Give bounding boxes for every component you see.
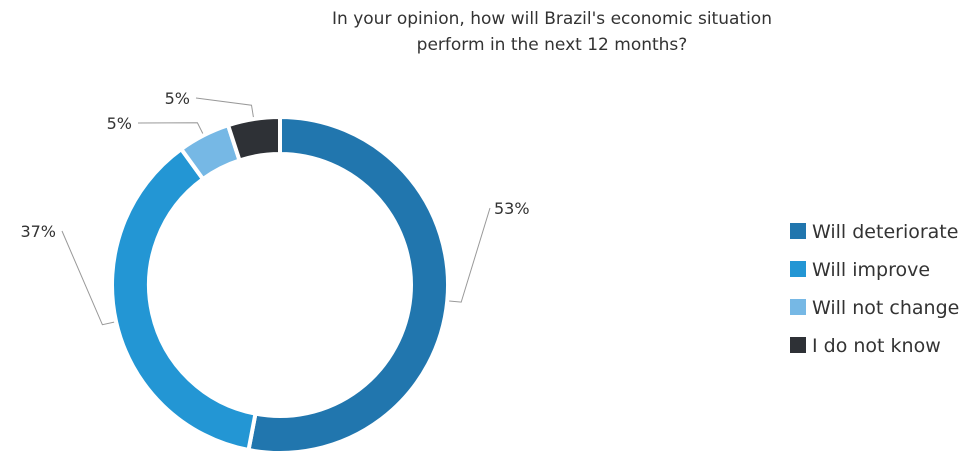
chart-title-line-1: In your opinion, how will Brazil's econo… <box>332 9 772 29</box>
slice-will-improve <box>112 149 255 450</box>
legend: Will deteriorate Will improve Will not cha… <box>790 221 959 357</box>
legend-label-will-not-change: Will not change <box>812 297 959 319</box>
data-labels: 53% 37% 5% 5% <box>20 89 529 241</box>
donut-slices <box>112 117 448 452</box>
chart-title-line-2: perform in the next 12 months? <box>417 35 688 55</box>
legend-swatch-will-improve <box>790 261 806 277</box>
leader-line-will-not-change <box>138 123 203 134</box>
legend-label-will-deteriorate: Will deteriorate <box>812 221 958 243</box>
data-label-will-improve: 37% <box>20 222 56 241</box>
legend-label-i-do-not-know: I do not know <box>812 335 941 357</box>
leader-line-will-deteriorate <box>449 208 490 302</box>
chart-title: In your opinion, how will Brazil's econo… <box>332 9 772 55</box>
slice-i-do-not-know <box>228 117 280 160</box>
leader-line-i-do-not-know <box>196 98 253 117</box>
legend-swatch-will-not-change <box>790 299 806 315</box>
data-label-will-not-change: 5% <box>107 114 132 133</box>
legend-label-will-improve: Will improve <box>812 259 930 281</box>
legend-swatch-will-deteriorate <box>790 223 806 239</box>
slice-will-deteriorate <box>249 117 449 452</box>
leader-line-will-improve <box>62 231 114 325</box>
data-label-will-deteriorate: 53% <box>494 199 530 218</box>
data-label-i-do-not-know: 5% <box>165 89 190 108</box>
legend-swatch-i-do-not-know <box>790 337 806 353</box>
